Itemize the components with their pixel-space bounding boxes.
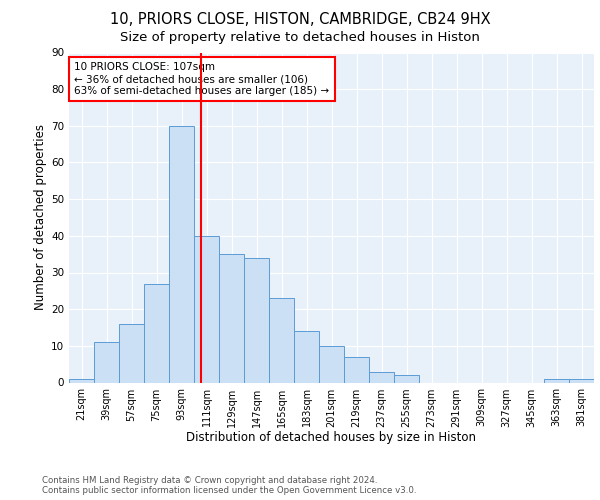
Bar <box>569 379 594 382</box>
Bar <box>244 258 269 382</box>
Bar <box>219 254 244 382</box>
Bar <box>144 284 169 382</box>
X-axis label: Distribution of detached houses by size in Histon: Distribution of detached houses by size … <box>187 431 476 444</box>
Bar <box>269 298 294 382</box>
Bar <box>169 126 194 382</box>
Text: Size of property relative to detached houses in Histon: Size of property relative to detached ho… <box>120 31 480 44</box>
Bar <box>319 346 344 383</box>
Text: 10, PRIORS CLOSE, HISTON, CAMBRIDGE, CB24 9HX: 10, PRIORS CLOSE, HISTON, CAMBRIDGE, CB2… <box>110 12 490 28</box>
Bar <box>194 236 219 382</box>
Bar <box>394 375 419 382</box>
Bar <box>294 331 319 382</box>
Text: Contains HM Land Registry data © Crown copyright and database right 2024.
Contai: Contains HM Land Registry data © Crown c… <box>42 476 416 495</box>
Bar <box>119 324 144 382</box>
Text: 10 PRIORS CLOSE: 107sqm
← 36% of detached houses are smaller (106)
63% of semi-d: 10 PRIORS CLOSE: 107sqm ← 36% of detache… <box>74 62 329 96</box>
Bar <box>344 357 369 382</box>
Bar <box>544 379 569 382</box>
Bar <box>94 342 119 382</box>
Bar <box>69 379 94 382</box>
Bar <box>369 372 394 382</box>
Y-axis label: Number of detached properties: Number of detached properties <box>34 124 47 310</box>
